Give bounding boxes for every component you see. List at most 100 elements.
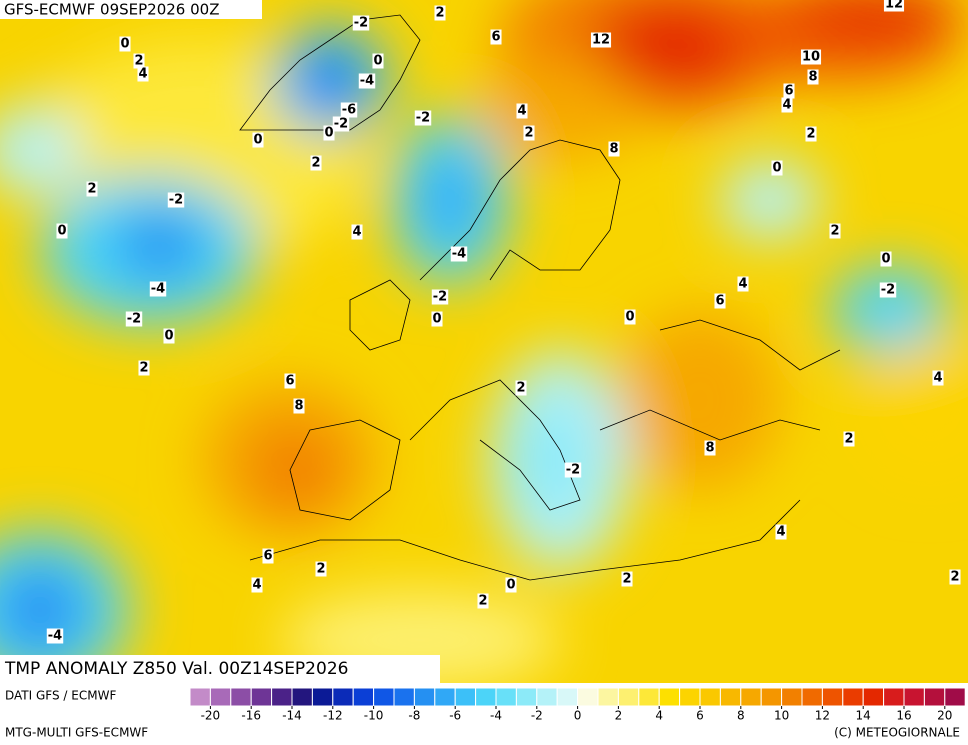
colorbar-swatch: [250, 687, 273, 707]
contour-label-bg: [450, 246, 468, 262]
contour-label-bg: [949, 569, 961, 585]
contour-label: 8: [294, 399, 303, 414]
contour-label-bg: [358, 73, 376, 89]
source: DATI GFS / ECMWF: [5, 689, 116, 703]
colorbar-swatch: [842, 687, 864, 707]
contour-label-bg: [86, 181, 98, 197]
colorbar-swatch: [944, 687, 966, 707]
colorbar-label: 14: [856, 709, 871, 723]
contour-label: 6: [263, 549, 272, 564]
footer-title: TMP ANOMALY Z850 Val. 00Z14SEP2026: [4, 659, 348, 679]
contour-label: -6: [342, 103, 356, 118]
colorbar-label: 0: [574, 709, 582, 723]
contour-label-bg: [781, 97, 793, 113]
contour-label: 2: [478, 594, 487, 609]
contour-label: 0: [324, 126, 333, 141]
contour-label-bg: [624, 309, 636, 325]
contour-label-bg: [137, 66, 149, 82]
contour-label-bg: [46, 628, 64, 644]
colorbar-swatch: [679, 687, 701, 707]
colorbar-label: -12: [323, 709, 343, 723]
colorbar-label: -2: [531, 709, 543, 723]
contour-label: 2: [524, 126, 533, 141]
contour-label-bg: [737, 276, 749, 292]
contour-label-bg: [515, 380, 527, 396]
contour-label: 2: [830, 224, 839, 239]
contour-label-bg: [56, 223, 68, 239]
colorbar-swatch: [821, 687, 844, 707]
contour-label: 0: [164, 329, 173, 344]
contour-label: 8: [808, 70, 817, 85]
contour-label: 4: [138, 67, 147, 82]
colorbar-swatch: [577, 687, 599, 707]
contour-label: 2: [622, 572, 631, 587]
contour-label-bg: [775, 524, 787, 540]
contour-label-bg: [516, 103, 528, 119]
colorbar-swatch: [189, 687, 211, 707]
contour-label: 4: [782, 98, 791, 113]
contour-label: 6: [715, 294, 724, 309]
colorbar-swatch: [373, 687, 395, 707]
colorbar-swatch: [413, 687, 436, 707]
contour-label-bg: [879, 282, 897, 298]
contour-label: -4: [151, 282, 165, 297]
colorbar-swatch: [352, 687, 375, 707]
contour-label-bg: [372, 53, 384, 69]
contour-label: 12: [592, 33, 610, 48]
colorbar-swatch: [271, 687, 293, 707]
contour-label: 0: [506, 578, 515, 593]
contour-label: 8: [609, 142, 618, 157]
colorbar-label: 6: [696, 709, 704, 723]
contour-label-bg: [340, 102, 358, 118]
contour-label: -2: [881, 283, 895, 298]
contour-label: 2: [316, 562, 325, 577]
contour-label: 2: [844, 432, 853, 447]
contour-label-bg: [431, 311, 443, 327]
colorbar-label: 20: [937, 709, 952, 723]
contour-label: 4: [776, 525, 785, 540]
contour-label: 4: [252, 578, 261, 593]
contour-label: 0: [881, 252, 890, 267]
contour-label-bg: [621, 571, 633, 587]
contour-label-bg: [251, 577, 263, 593]
contour-label-bg: [434, 5, 446, 21]
colorbar-swatch: [311, 687, 334, 707]
contour-label: -2: [354, 16, 368, 31]
colorbar-swatch: [740, 687, 762, 707]
contour-label-bg: [119, 36, 131, 52]
contour-label: 2: [134, 54, 143, 69]
contour-label: -2: [566, 463, 580, 478]
contour-label: 8: [705, 441, 714, 456]
contour-label-bg: [490, 29, 502, 45]
contour-label-bg: [262, 548, 274, 564]
colorbar-label: 4: [655, 709, 663, 723]
contour-label-bg: [163, 328, 175, 344]
contour-label-bg: [714, 293, 726, 309]
contour-label-bg: [431, 289, 449, 305]
contour-label: -4: [360, 74, 374, 89]
contour-label-bg: [608, 141, 620, 157]
colorbar-swatch: [475, 687, 497, 707]
contour-label: 0: [253, 133, 262, 148]
contour-label-bg: [704, 440, 716, 456]
contour-label-bg: [323, 125, 335, 141]
contour-label: -4: [48, 629, 62, 644]
contour-label-bg: [332, 116, 350, 132]
contour-label-bg: [149, 281, 167, 297]
contour-label: -2: [127, 312, 141, 327]
contour-label-bg: [167, 192, 185, 208]
contour-label: 2: [311, 156, 320, 171]
colorbar-label: -10: [364, 709, 384, 723]
colorbar-swatch: [903, 687, 925, 707]
contour-label: 12: [885, 0, 903, 12]
colorbar-label: -8: [408, 709, 420, 723]
colorbar-label: -4: [490, 709, 502, 723]
colorbar-swatch: [801, 687, 823, 707]
contour-label: 2: [806, 127, 815, 142]
contour-label: -2: [169, 193, 183, 208]
colorbar-label: 16: [896, 709, 911, 723]
contour-label: 2: [516, 381, 525, 396]
colorbar-swatch: [597, 687, 619, 707]
